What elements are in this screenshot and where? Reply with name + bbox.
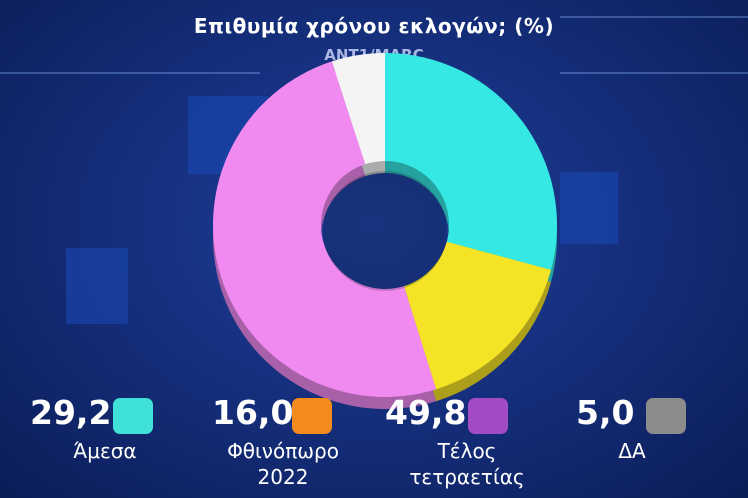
legend-swatch-amesa bbox=[113, 398, 153, 434]
donut-slice-3 bbox=[331, 53, 385, 165]
legend-swatch-telos bbox=[468, 398, 508, 434]
legend-value-fthinoporo: 16,0 bbox=[212, 393, 294, 432]
background-line bbox=[560, 72, 748, 74]
legend-value-da: 5,0 bbox=[576, 393, 635, 432]
background-line bbox=[560, 16, 748, 18]
legend-swatch-fthinoporo bbox=[292, 398, 332, 434]
background-block bbox=[66, 248, 128, 324]
legend-label-amesa: Άμεσα bbox=[73, 439, 137, 463]
legend-value-amesa: 29,2 bbox=[30, 393, 112, 432]
background-block bbox=[560, 172, 618, 244]
legend-label-fthinoporo: Φθινόπωρο 2022 bbox=[227, 439, 339, 489]
donut-slice-1 bbox=[404, 241, 552, 390]
background-line bbox=[0, 72, 260, 74]
legend-value-telos: 49,8 bbox=[385, 393, 467, 432]
legend-label-da: ΔΑ bbox=[618, 439, 646, 463]
donut-slice-2 bbox=[213, 61, 437, 397]
donut-hole-shadow bbox=[323, 171, 447, 291]
legend-label-telos: Τέλος τετραετίας bbox=[409, 439, 525, 489]
donut-slice-0 bbox=[385, 53, 558, 270]
legend-swatch-da bbox=[646, 398, 686, 434]
chart-title: Επιθυμία χρόνου εκλογών; (%) bbox=[193, 14, 555, 38]
